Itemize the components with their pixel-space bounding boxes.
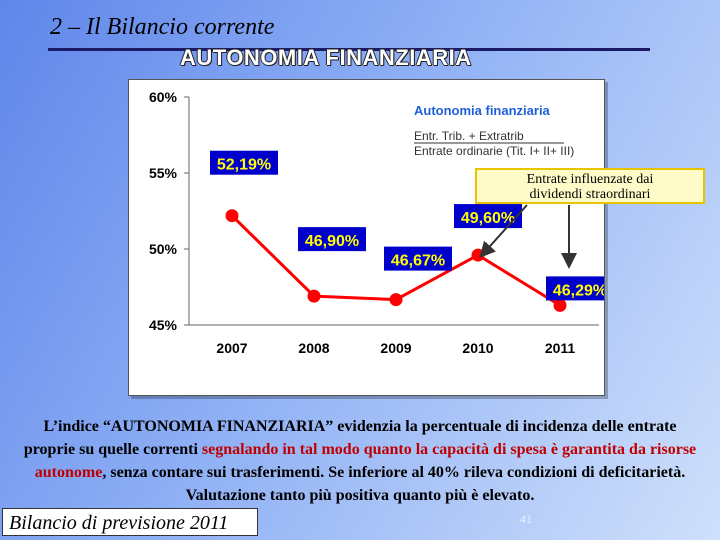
line-chart: 45% 50% 55% 60% 2007 2008 2009 2010 2011 Autonomi… [149,89,604,356]
y-tick-label: 55% [149,165,178,181]
x-tick-label: 2007 [216,340,247,356]
footer-label: Bilancio di previsione 2011 [2,508,258,536]
data-point [225,209,239,223]
data-label-box [384,246,452,271]
data-label-box [298,227,366,252]
data-label: 46,90% [305,233,359,250]
legend-title: Autonomia finanziaria [414,103,551,118]
annotation-line-2: dividendi straordinari [529,187,651,202]
data-label: 52,19% [217,157,271,174]
data-label-box [210,150,278,175]
annotation-box: Entrate influenzate dai dividendi straor… [475,168,705,204]
data-point [307,289,321,303]
x-tick-label: 2011 [545,340,576,356]
description-text: L’indice “AUTONOMIA FINANZIARIA” evidenz… [18,415,702,507]
y-tick-label: 50% [149,241,178,257]
annotation-line-1: Entrate influenzate dai [526,172,654,187]
legend-line: Entr. Trib. + Extratrib [414,129,524,143]
description-highlight: segnalando in tal modo quanto la capacit… [34,441,697,481]
slide-subtitle: AUTONOMIA FINANZIARIA [180,45,472,70]
page-number: 41 [520,512,532,526]
data-label: 46,67% [391,253,445,270]
y-tick-label: 45% [149,317,178,333]
slide-title: 2 – Il Bilancio corrente [50,14,275,40]
x-tick-label: 2010 [462,340,493,356]
annotation-arrow [479,204,528,258]
description-part-3: , senza contare sui trasferimenti. Se in… [102,464,686,504]
legend-line: Entrate ordinarie (Tit. I+ II+ III) [414,144,574,158]
data-label: 49,60% [461,210,515,227]
data-point [389,293,403,307]
x-tick-label: 2009 [380,340,411,356]
y-tick-label: 60% [149,89,178,105]
description-part-1: L’indice “AUTONOMIA FINANZIARIA” evidenz… [23,418,677,458]
data-point [553,298,567,312]
title-underline [48,48,650,51]
x-tick-label: 2008 [298,340,329,356]
data-label-box [546,276,604,301]
data-label: 46,29% [553,282,604,299]
chart-panel: 45% 50% 55% 60% 2007 2008 2009 2010 2011 Autonomi… [128,79,605,396]
